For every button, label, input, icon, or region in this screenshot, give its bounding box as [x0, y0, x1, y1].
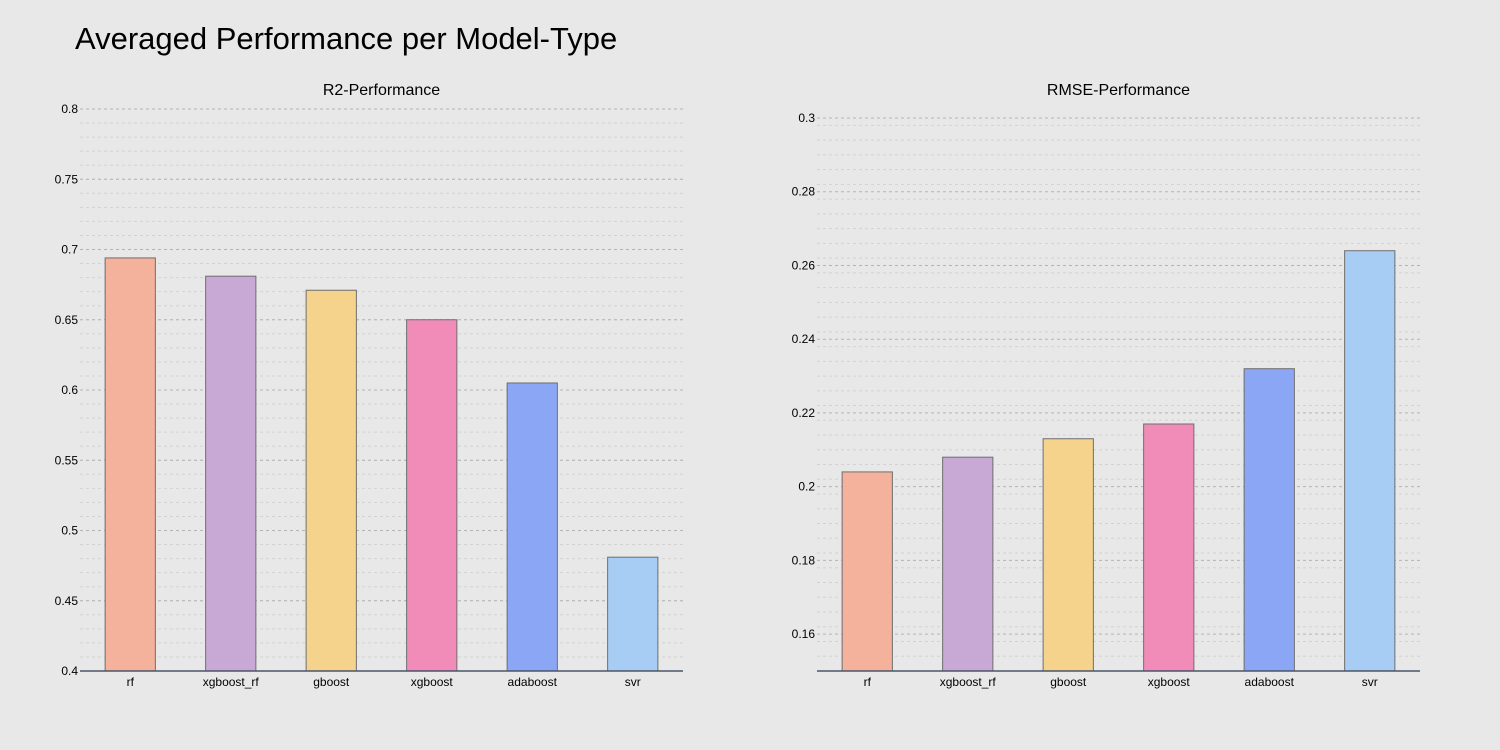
x-tick-label: xgboost	[1148, 675, 1191, 689]
bar-adaboost	[506, 382, 558, 672]
page-title: Averaged Performance per Model-Type	[75, 21, 618, 56]
bar-svr	[1344, 250, 1396, 672]
x-tick-label: svr	[625, 675, 641, 689]
bar-rf	[104, 257, 156, 672]
x-tick-label: gboost	[1050, 675, 1087, 689]
y-tick-label: 0.16	[792, 627, 816, 641]
bar-adaboost	[1243, 368, 1295, 672]
y-tick-label: 0.45	[55, 594, 79, 608]
x-tick-label: xgboost_rf	[203, 675, 260, 689]
x-tick-label: adaboost	[1245, 675, 1295, 689]
y-tick-label: 0.65	[55, 313, 79, 327]
y-tick-label: 0.2	[798, 480, 815, 494]
y-tick-label: 0.4	[61, 664, 78, 678]
y-tick-label: 0.3	[798, 111, 815, 125]
x-tick-label: xgboost	[411, 675, 454, 689]
bar-gboost	[1042, 438, 1094, 672]
y-tick-label: 0.8	[61, 102, 78, 116]
x-tick-label: rf	[127, 675, 135, 689]
x-tick-label: svr	[1362, 675, 1378, 689]
chart-title: R2-Performance	[323, 82, 440, 99]
bar-xgboost	[1143, 423, 1195, 672]
y-tick-label: 0.18	[792, 553, 816, 567]
bar-xgboost	[406, 319, 458, 672]
y-tick-label: 0.7	[61, 243, 78, 257]
chart-1: RMSE-Performance 0.16 0.18 0.2 0.22 0.24 0.26 0…	[792, 82, 1420, 689]
bar-svr	[607, 556, 659, 672]
bar-xgboost_rf	[205, 275, 257, 672]
y-tick-label: 0.26	[792, 258, 816, 272]
y-tick-label: 0.24	[792, 332, 816, 346]
y-tick-label: 0.22	[792, 406, 816, 420]
x-tick-label: rf	[864, 675, 872, 689]
chart-0: R2-Performance 0.4 0.45 0.5 0.55 0.6 0.65 0.7 0.…	[55, 82, 683, 689]
y-tick-label: 0.5	[61, 524, 78, 538]
bar-gboost	[305, 289, 357, 672]
bar-rf	[841, 471, 893, 672]
x-tick-label: gboost	[313, 675, 350, 689]
chart-title: RMSE-Performance	[1047, 82, 1190, 99]
x-tick-label: xgboost_rf	[940, 675, 997, 689]
x-tick-label: adaboost	[508, 675, 558, 689]
y-tick-label: 0.55	[55, 453, 79, 467]
y-tick-label: 0.6	[61, 383, 78, 397]
bar-xgboost_rf	[942, 456, 994, 672]
y-tick-label: 0.75	[55, 172, 79, 186]
y-tick-label: 0.28	[792, 185, 816, 199]
